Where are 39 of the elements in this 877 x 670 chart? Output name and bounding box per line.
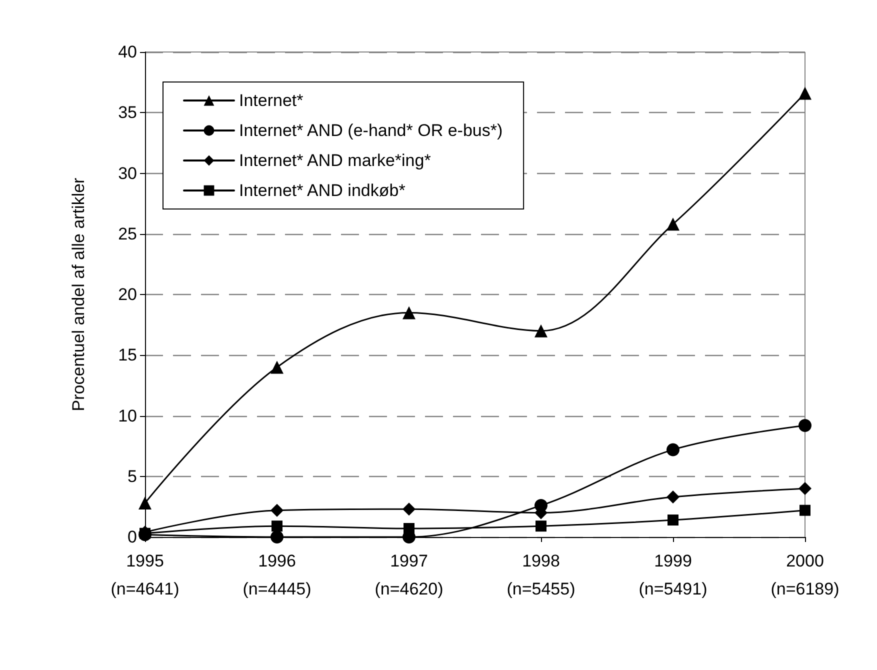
- y-tick-label: 20: [118, 285, 137, 304]
- point: [404, 523, 414, 534]
- point: [798, 482, 812, 495]
- x-tick-label: 1999 (n=5491): [638, 552, 708, 598]
- y-axis-title: Procentuel andel af alle artikler: [69, 177, 88, 412]
- point: [798, 418, 812, 432]
- y-tick-label: 40: [118, 42, 137, 62]
- x-tick-label: 2000 (n=6189): [770, 552, 840, 598]
- y-tick-label: 30: [118, 164, 137, 183]
- x-tick-label: 1995 (n=4641): [110, 552, 180, 598]
- x-tick-label: 1996 (n=4445): [242, 552, 312, 598]
- x-tick-label: 1998 (n=5455): [506, 552, 576, 598]
- y-tick-label: 25: [118, 224, 137, 244]
- y-tick-label: 35: [118, 103, 137, 122]
- point: [270, 504, 284, 517]
- point: [270, 360, 284, 374]
- legend-label: Internet* AND (e-hand* OR e-bus*): [239, 121, 503, 140]
- point: [800, 504, 810, 516]
- x-tick-label: 1997 (n=4620): [374, 552, 444, 598]
- point: [666, 218, 680, 231]
- point: [798, 86, 812, 100]
- point: [402, 306, 416, 320]
- point: [668, 514, 678, 526]
- point: [138, 496, 152, 510]
- legend-label: Internet* AND indkøb*: [239, 181, 406, 200]
- y-tick-label: 10: [118, 406, 137, 426]
- point: [536, 520, 546, 532]
- point: [270, 530, 284, 544]
- y-tick-label: 0: [128, 528, 137, 546]
- y-tick-label: 5: [128, 466, 137, 486]
- point: [534, 324, 548, 338]
- legend-label: Internet* AND marke*ing*: [239, 151, 432, 170]
- point: [666, 490, 680, 504]
- legend-label: Internet*: [239, 91, 304, 110]
- point: [140, 528, 150, 539]
- point: [666, 443, 680, 456]
- point: [272, 520, 282, 532]
- y-tick-label: 15: [118, 346, 137, 365]
- point: [402, 502, 416, 516]
